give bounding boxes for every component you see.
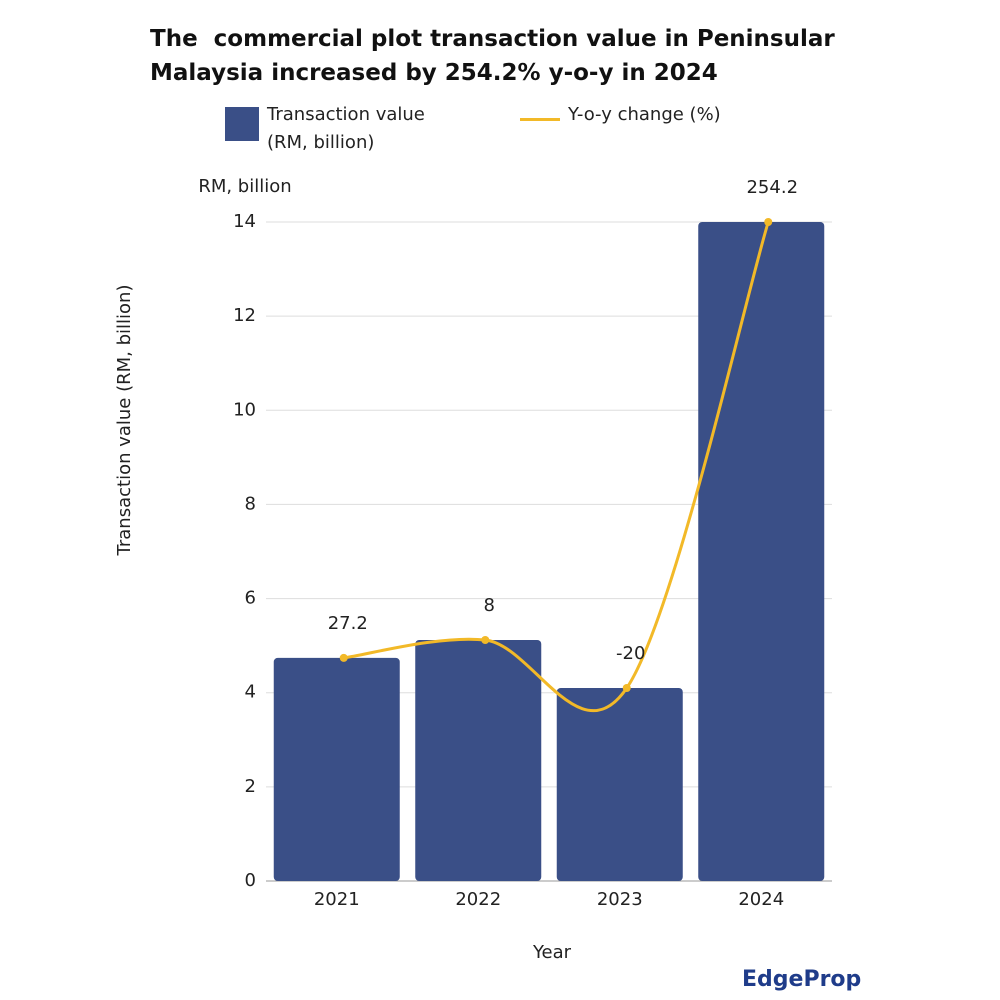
y-tick-label: 12 xyxy=(233,305,256,326)
legend-swatch-line xyxy=(520,118,560,121)
line-point xyxy=(481,635,490,644)
x-tick-label: 2024 xyxy=(738,889,784,910)
chart-title: The commercial plot transaction value in… xyxy=(150,26,843,86)
data-label: 254.2 xyxy=(746,177,798,198)
data-label: -20 xyxy=(616,643,645,664)
bar xyxy=(698,222,825,881)
data-label: 8 xyxy=(484,595,495,616)
y-axis-label: Transaction value (RM, billion) xyxy=(114,285,135,557)
bar xyxy=(556,688,683,881)
y-tick-label: 6 xyxy=(245,588,256,609)
legend-label: Transaction value (RM, billion) xyxy=(267,104,425,153)
data-label: 27.2 xyxy=(328,613,368,634)
y-tick-label: 2 xyxy=(245,776,256,797)
line xyxy=(343,221,770,713)
bar xyxy=(273,657,400,881)
y-tick-label: 4 xyxy=(245,682,256,703)
y-tick-label: 0 xyxy=(245,870,256,891)
line-point xyxy=(764,218,773,226)
bar xyxy=(415,639,542,881)
y-tick-label: 8 xyxy=(245,493,256,514)
x-tick-label: 2021 xyxy=(314,889,360,910)
y-tick-label: 10 xyxy=(233,399,256,420)
x-axis-label: Year xyxy=(532,942,572,963)
x-tick-label: 2022 xyxy=(455,889,501,910)
x-tick-label: 2023 xyxy=(597,889,643,910)
legend-swatch-bar xyxy=(225,107,259,141)
y-unit: RM, billion xyxy=(198,176,291,197)
y-tick-label: 14 xyxy=(233,211,256,232)
line-point xyxy=(622,684,631,693)
line-point xyxy=(339,653,348,662)
legend-label: Y-o-y change (%) xyxy=(568,104,721,125)
logo: EdgeProp xyxy=(742,967,861,992)
